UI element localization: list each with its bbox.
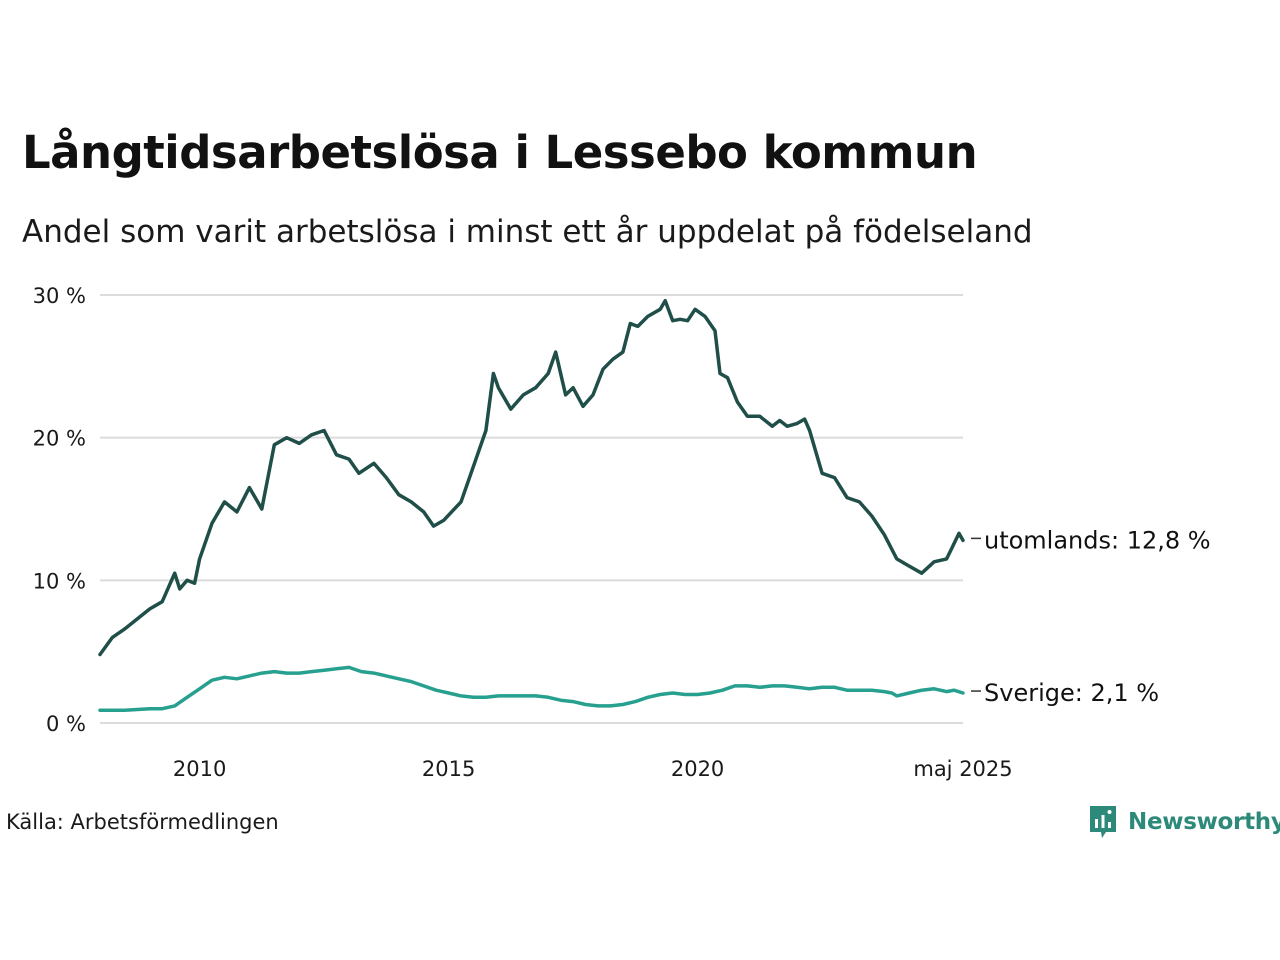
newsworthy-logo-icon	[1088, 804, 1118, 840]
chart-subtitle: Andel som varit arbetslösa i minst ett å…	[22, 214, 1033, 250]
grid-lines	[100, 294, 963, 724]
series-line-sverige	[98, 665, 965, 712]
y-tick-label: 30 %	[33, 284, 86, 308]
newsworthy-logo: Newsworthy	[1088, 804, 1280, 840]
y-axis-ticks: 0 % 10 % 20 % 30 %	[33, 284, 86, 736]
series-end-labels: utomlands: 12,8 % Sverige: 2,1 %	[971, 526, 1211, 707]
end-label-sverige: Sverige: 2,1 %	[984, 679, 1159, 707]
x-tick-label: 2010	[173, 757, 226, 781]
brand-name: Newsworthy	[1128, 809, 1280, 835]
y-tick-label: 10 %	[33, 569, 86, 593]
line-chart: 0 % 10 % 20 % 30 % 2010 2015 2020 maj 2025 uto…	[33, 284, 1211, 781]
x-axis-ticks: 2010 2015 2020 maj 2025	[173, 757, 1013, 781]
series-line-utomlands	[98, 298, 965, 657]
x-tick-label: maj 2025	[913, 757, 1012, 781]
x-tick-label: 2015	[422, 757, 475, 781]
end-label-utomlands: utomlands: 12,8 %	[984, 526, 1211, 554]
series-lines	[98, 298, 965, 712]
y-tick-label: 20 %	[33, 427, 86, 451]
x-tick-label: 2020	[671, 757, 724, 781]
chart-title: Långtidsarbetslösa i Lessebo kommun	[22, 126, 978, 179]
source-note: Källa: Arbetsförmedlingen	[6, 810, 279, 834]
y-tick-label: 0 %	[46, 712, 86, 736]
